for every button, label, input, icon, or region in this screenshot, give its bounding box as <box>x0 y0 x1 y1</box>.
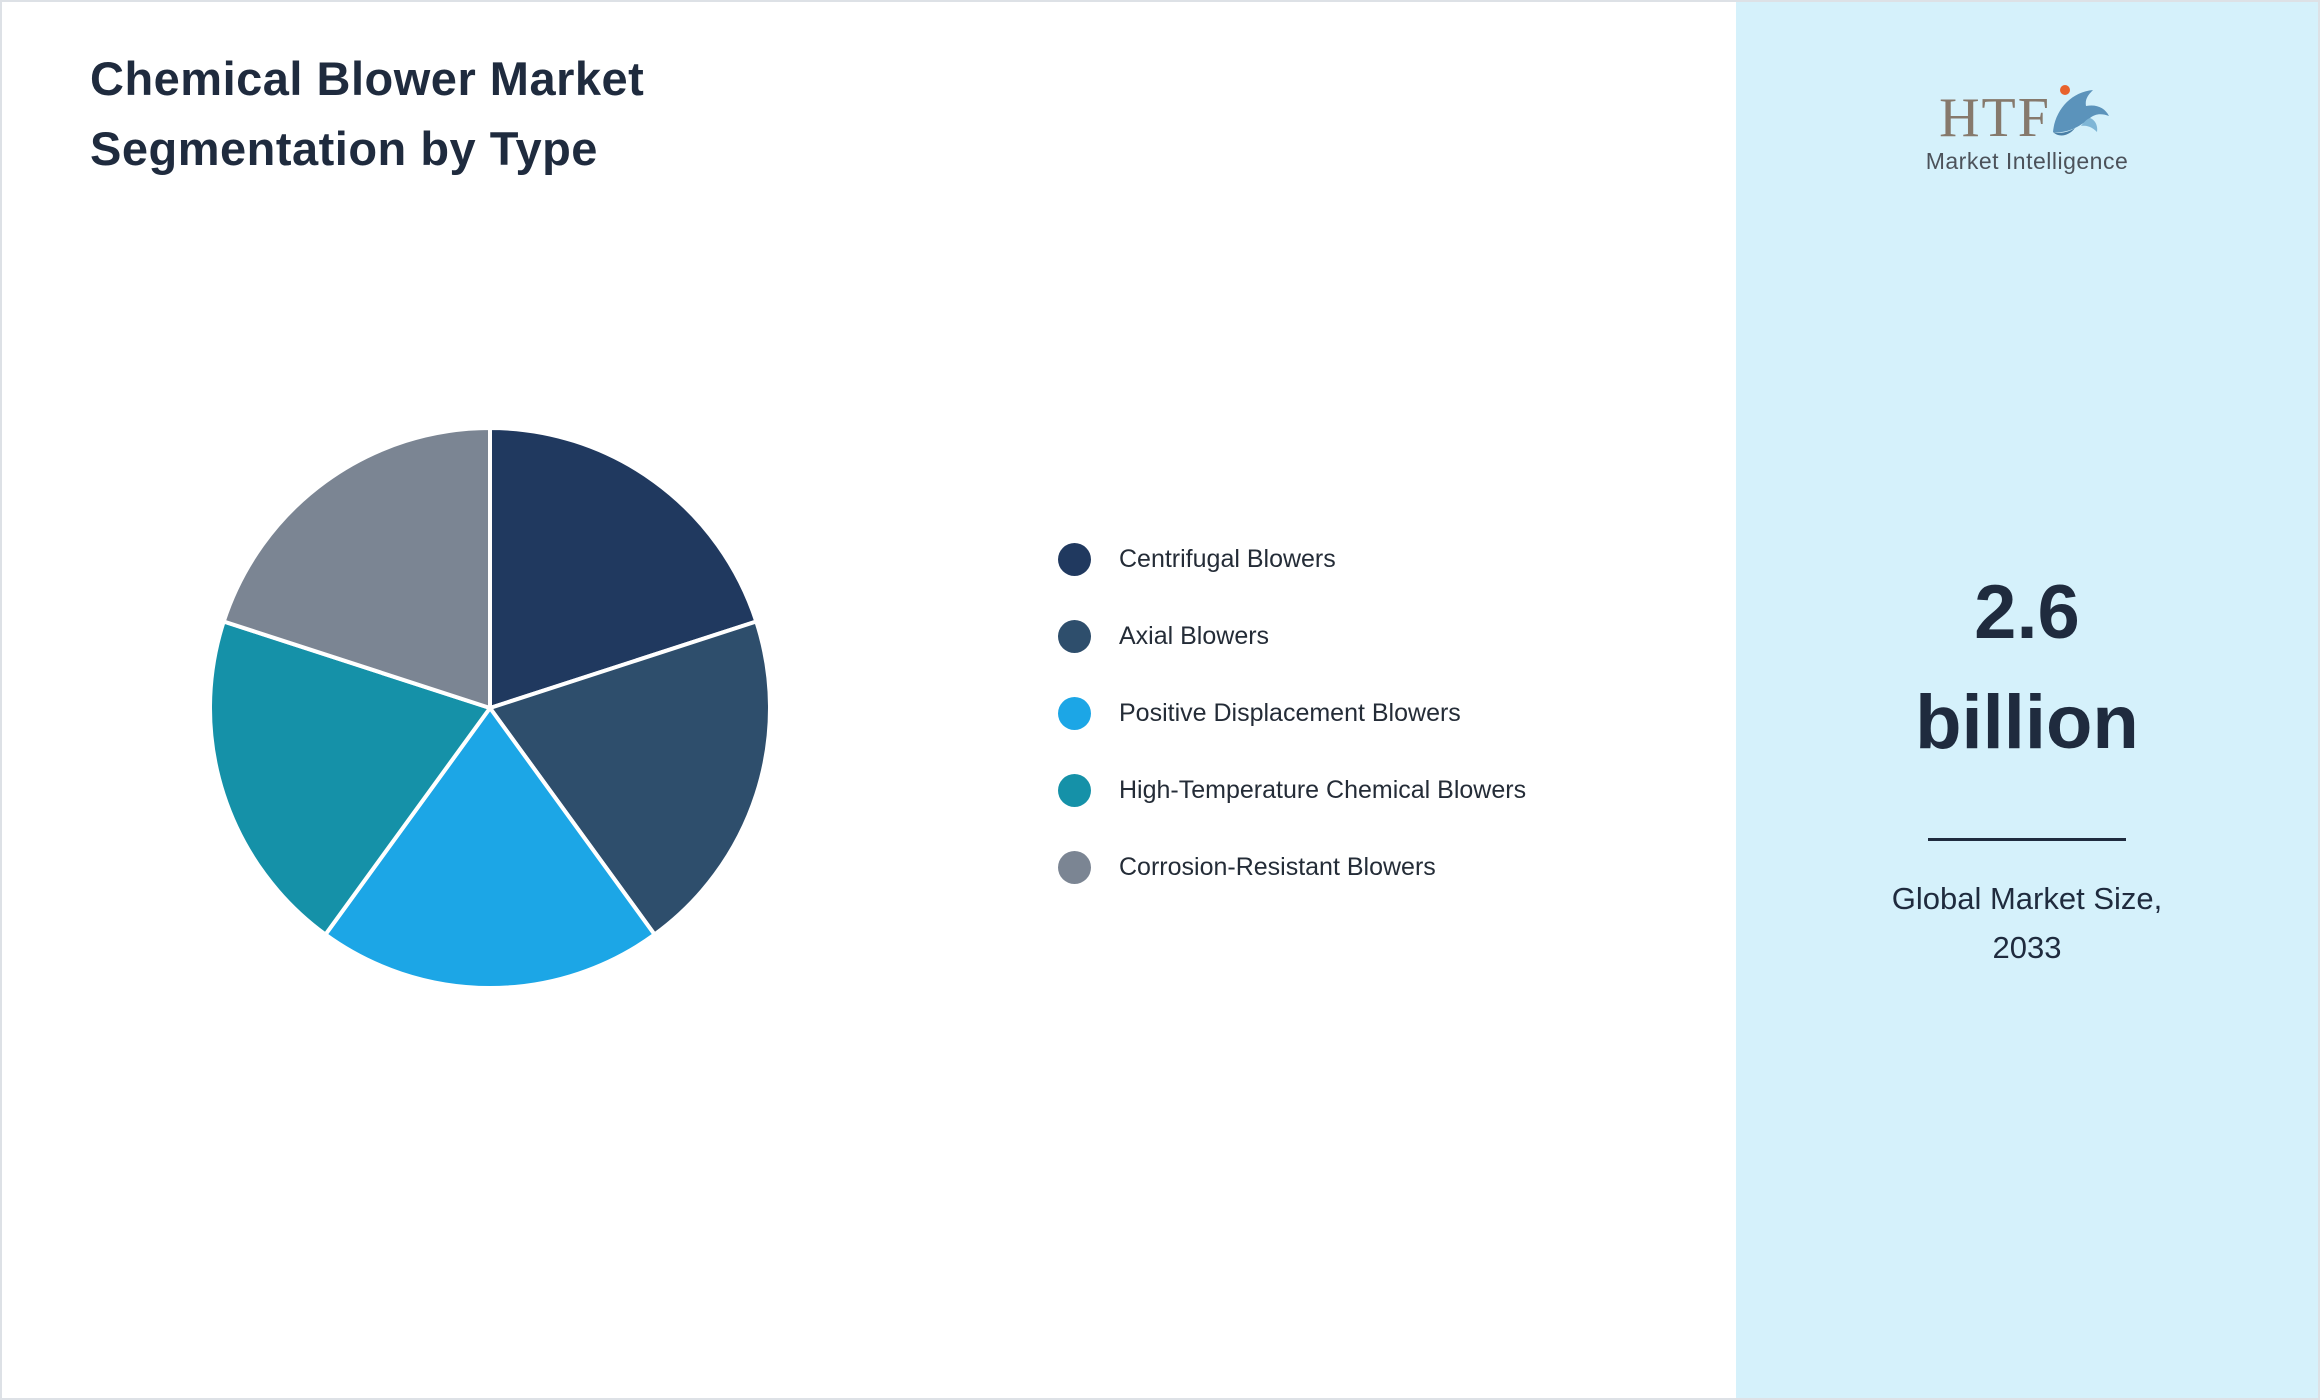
legend-swatch-icon <box>1058 543 1091 576</box>
legend-swatch-icon <box>1058 774 1091 807</box>
market-size: 2.6 billion <box>1736 558 2318 778</box>
dolphin-icon <box>2052 85 2109 136</box>
pie-chart <box>208 426 772 990</box>
legend-swatch-icon <box>1058 697 1091 730</box>
legend-label: Axial Blowers <box>1119 622 1270 650</box>
legend-label: Centrifugal Blowers <box>1119 545 1336 573</box>
legend-swatch-icon <box>1058 851 1091 884</box>
market-size-value: 2.6 <box>1974 570 2080 655</box>
legend-label: Positive Displacement Blowers <box>1119 699 1461 727</box>
logo-subtext: Market Intelligence <box>1925 148 2129 174</box>
pie-slice <box>208 619 492 937</box>
legend-item: Centrifugal Blowers <box>1058 521 1526 598</box>
caption-line1: Global Market Size, <box>1891 881 2163 916</box>
pie-slice <box>488 426 759 710</box>
pie-slice <box>488 619 772 937</box>
legend-item: Positive Displacement Blowers <box>1058 675 1526 752</box>
market-size-unit: billion <box>1915 680 2139 765</box>
logo-text: HTF <box>1939 87 2051 149</box>
brand-logo: HTF Market Intelligence <box>1736 85 2318 175</box>
page-title-line2: Segmentation by Type <box>90 122 598 175</box>
caption-line2: 2033 <box>1992 930 2062 965</box>
legend-item: Axial Blowers <box>1058 598 1526 675</box>
legend: Centrifugal Blowers Axial Blowers Positive… <box>1058 521 1526 906</box>
page-title-line1: Chemical Blower Market <box>90 52 645 105</box>
divider-line <box>1928 838 2126 841</box>
legend-label: Corrosion-Resistant Blowers <box>1119 853 1436 881</box>
page-title: Chemical Blower Market Segmentation by T… <box>90 44 644 184</box>
chart-panel: Chemical Blower Market Segmentation by T… <box>2 2 1740 1398</box>
legend-swatch-icon <box>1058 620 1091 653</box>
legend-item: High-Temperature Chemical Blowers <box>1058 752 1526 829</box>
legend-item: Corrosion-Resistant Blowers <box>1058 829 1526 906</box>
pie-slice <box>323 706 657 990</box>
sidebar: HTF Market Intelligence 2.6 billion Glob… <box>1736 2 2318 1398</box>
market-size-caption: Global Market Size, 2033 <box>1736 874 2318 972</box>
legend-label: High-Temperature Chemical Blowers <box>1119 776 1527 804</box>
pie-slice <box>221 426 492 710</box>
